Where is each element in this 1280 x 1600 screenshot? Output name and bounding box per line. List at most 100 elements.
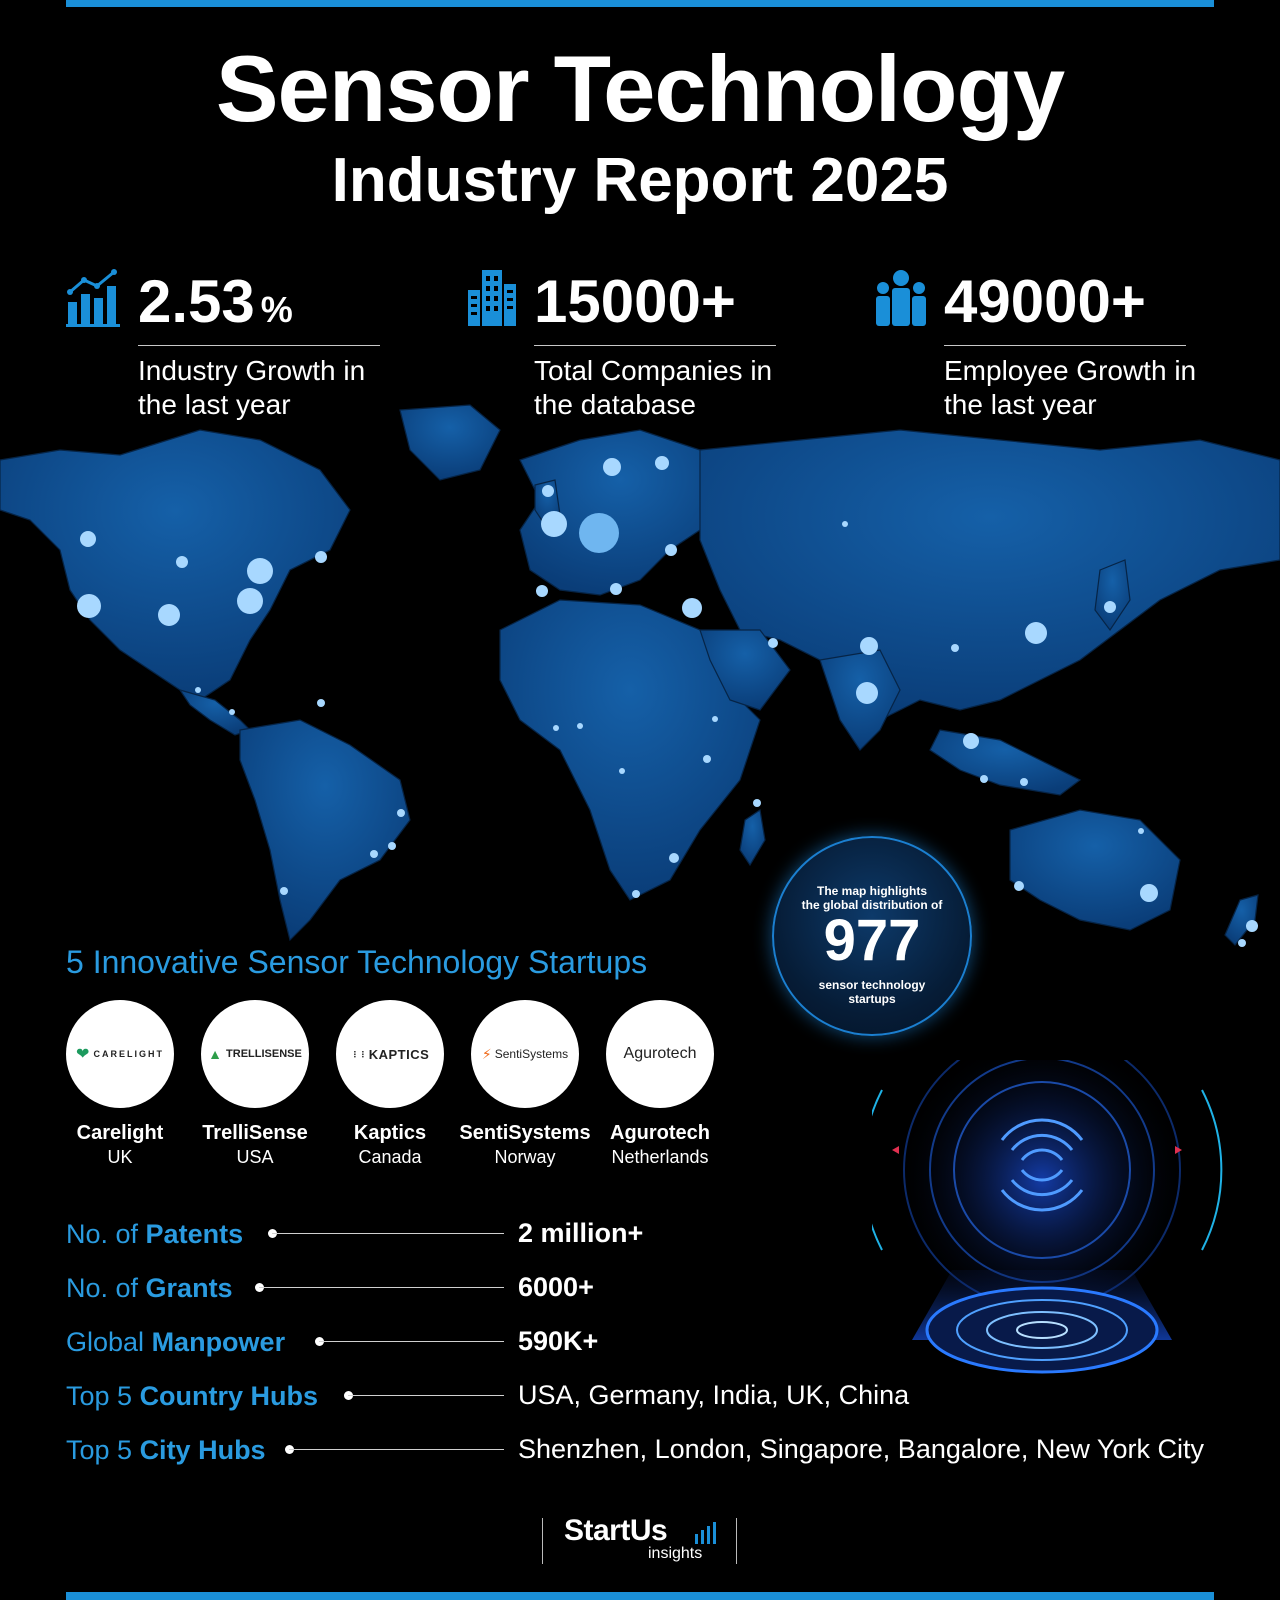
startup-logo: Agurotech bbox=[606, 1000, 714, 1108]
continents bbox=[0, 404, 1280, 946]
map-dot bbox=[229, 709, 235, 715]
map-dot bbox=[1140, 884, 1158, 902]
fact-leader-line bbox=[259, 1287, 504, 1288]
signal-bars-icon bbox=[695, 1522, 716, 1544]
footer-brand: StartUs insights bbox=[540, 1514, 740, 1570]
map-dot bbox=[753, 799, 761, 807]
badge-text-line: the global distribution of bbox=[801, 898, 943, 912]
startup-country: Netherlands bbox=[611, 1147, 709, 1167]
triangle-icon: ▲ bbox=[208, 1046, 223, 1062]
arabia-shape bbox=[699, 629, 791, 711]
badge-text-line: startups bbox=[848, 992, 896, 1006]
map-dot bbox=[980, 775, 988, 783]
map-dot bbox=[669, 853, 679, 863]
map-dot bbox=[655, 456, 669, 470]
new-zealand-shape bbox=[1224, 894, 1259, 946]
greenland-shape bbox=[399, 404, 501, 481]
japan-shape bbox=[1094, 559, 1131, 632]
stat-divider bbox=[534, 345, 776, 346]
badge-text-line: sensor technology bbox=[818, 978, 926, 992]
map-dot bbox=[388, 842, 396, 850]
map-dot bbox=[237, 588, 263, 614]
australia-shape bbox=[1009, 809, 1181, 931]
startup-card-kaptics: ⋮⋮ KAPTICS Kaptics Canada bbox=[322, 1000, 458, 1168]
sensor-scanner-illustration bbox=[872, 1060, 1223, 1374]
map-dot bbox=[80, 531, 96, 547]
startup-card-trellisense: ▲ TRELLISENSE TrelliSense USA bbox=[187, 1000, 323, 1168]
map-dot bbox=[1246, 920, 1258, 932]
central-america-shape bbox=[178, 688, 252, 736]
stat-description: Employee Growth in the last year bbox=[944, 355, 1197, 420]
map-dot bbox=[317, 699, 325, 707]
stat-value: 49000+ bbox=[944, 268, 1146, 335]
fact-label-country-hubs: Top 5 Country Hubs bbox=[66, 1381, 319, 1411]
startup-count-badge: The map highlights the global distributi… bbox=[772, 836, 972, 1036]
map-dot bbox=[610, 583, 622, 595]
fact-value-grants: 6000+ bbox=[518, 1272, 594, 1302]
stat-value: 15000+ bbox=[534, 268, 736, 335]
map-dot bbox=[682, 598, 702, 618]
map-dot bbox=[315, 551, 327, 563]
map-dot bbox=[1025, 622, 1047, 644]
map-dot bbox=[542, 485, 554, 497]
stat-description: Total Companies in the database bbox=[534, 355, 773, 420]
badge-number: 977 bbox=[823, 908, 921, 973]
asia-shape bbox=[699, 429, 1280, 721]
map-dot bbox=[579, 513, 619, 553]
fact-leader-line bbox=[348, 1395, 504, 1396]
map-dot bbox=[665, 544, 677, 556]
map-dot bbox=[951, 644, 959, 652]
map-dot bbox=[247, 558, 273, 584]
stat-description: Industry Growth in the last year bbox=[138, 355, 366, 420]
map-dot bbox=[619, 768, 625, 774]
top-accent-bar bbox=[66, 0, 1214, 7]
southeast-asia-shape bbox=[929, 729, 1082, 796]
africa-shape bbox=[499, 599, 761, 901]
map-dot bbox=[632, 890, 640, 898]
map-dot bbox=[1014, 881, 1024, 891]
stat-value: 2.53% bbox=[138, 268, 293, 335]
map-dot bbox=[195, 687, 201, 693]
stat-unit: % bbox=[260, 289, 293, 330]
startup-location-dots bbox=[77, 456, 1258, 947]
heart-icon: ❤ bbox=[76, 1046, 90, 1063]
map-dot bbox=[577, 723, 583, 729]
startup-logo: ⋮⋮ KAPTICS bbox=[336, 1000, 444, 1108]
map-dot bbox=[397, 809, 405, 817]
dots-icon: ⋮⋮ bbox=[350, 1049, 367, 1059]
map-dot bbox=[768, 638, 778, 648]
fact-label-patents: No. of Patents bbox=[66, 1219, 244, 1249]
fact-label-city-hubs: Top 5 City Hubs bbox=[66, 1435, 266, 1465]
map-dot bbox=[856, 682, 878, 704]
startups-heading: 5 Innovative Sensor Technology Startups bbox=[66, 944, 648, 980]
page-subtitle: Industry Report 2025 bbox=[331, 146, 949, 215]
map-dot bbox=[860, 637, 878, 655]
stat-divider bbox=[944, 345, 1186, 346]
bottom-accent-bar bbox=[66, 1592, 1214, 1600]
page-title: Sensor Technology bbox=[215, 36, 1065, 141]
startup-logo: ▲ TRELLISENSE bbox=[201, 1000, 309, 1108]
startup-card-carelight: ❤ CARELIGHT Carelight UK bbox=[52, 1000, 188, 1168]
south-america-shape bbox=[239, 719, 411, 942]
startup-name: SentiSystems bbox=[459, 1122, 591, 1144]
startup-card-agurotech: Agurotech Agurotech Netherlands bbox=[592, 1000, 728, 1168]
map-dot bbox=[541, 511, 567, 537]
footer-divider bbox=[542, 1518, 543, 1564]
map-dot bbox=[158, 604, 180, 626]
map-dot bbox=[370, 850, 378, 858]
map-dot bbox=[1104, 601, 1116, 613]
startup-name: TrelliSense bbox=[202, 1122, 308, 1144]
north-america-shape bbox=[0, 429, 351, 701]
madagascar-shape bbox=[739, 808, 766, 867]
map-dot bbox=[712, 716, 718, 722]
startup-logo: ❤ CARELIGHT bbox=[66, 1000, 174, 1108]
bar-chart-growth-icon bbox=[66, 269, 120, 327]
startup-country: Canada bbox=[358, 1147, 422, 1167]
bolt-icon: ⚡ bbox=[481, 1045, 492, 1062]
map-dot bbox=[77, 594, 101, 618]
fact-value-city-hubs: Shenzhen, London, Singapore, Bangalore, … bbox=[518, 1434, 1204, 1464]
fact-leader-line bbox=[289, 1449, 504, 1450]
europe-shape bbox=[519, 429, 721, 596]
fact-value-country-hubs: USA, Germany, India, UK, China bbox=[518, 1380, 910, 1410]
map-dot bbox=[963, 733, 979, 749]
